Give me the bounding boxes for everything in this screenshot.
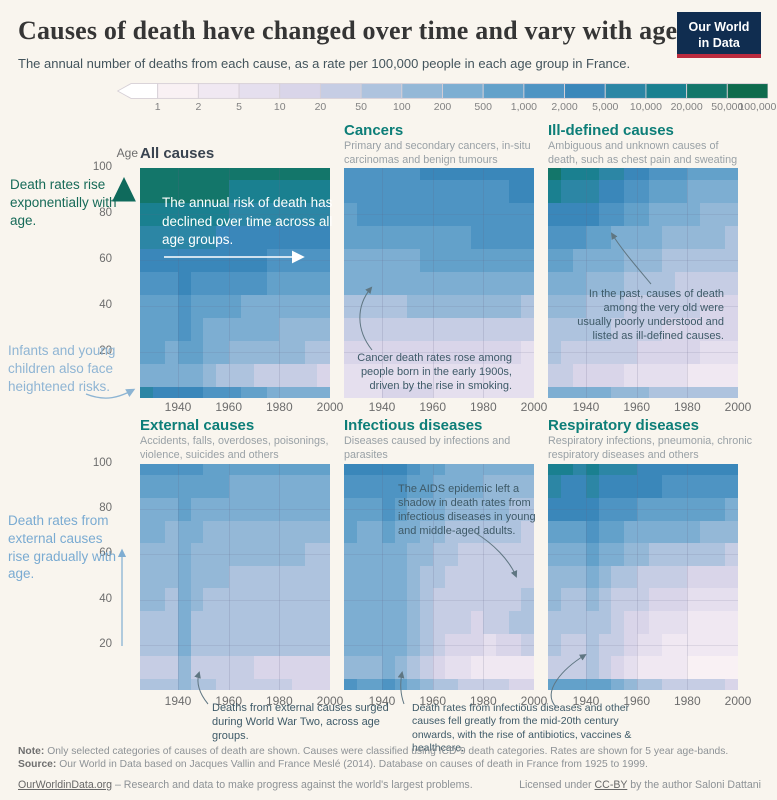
panel-subtitle-respiratory: Respiratory infections, pneumonia, chron… [548,435,753,461]
annotation-aids: The AIDS epidemic left a shadow in death… [398,483,536,537]
year-tick-label: 2000 [724,694,752,708]
legend-tick-label: 50,000 [711,101,744,113]
age-tick-label: 100 [92,457,112,469]
year-tick-label: 1940 [164,694,192,708]
note-label: Note: [18,746,45,757]
license-link[interactable]: CC-BY [594,779,628,791]
legend-tick-label: 5 [236,101,242,113]
panel-subtitle-infectious: Diseases caused by infections and parasi… [344,435,511,461]
year-tick-label: 1960 [623,694,651,708]
legend-tick-label: 1,000 [510,101,538,113]
heatmap-all-causes [140,168,330,398]
panel-title-cancers: Cancers [344,122,404,139]
year-tick-label: 2000 [724,400,752,414]
age-tick-label: 80 [99,207,112,219]
license-post: by the author Saloni Dattani [627,779,761,791]
annotation-infants: Infants and young children also face hei… [8,343,116,394]
legend-tick-label: 200 [433,101,452,113]
legend-tick-label: 20,000 [670,101,703,113]
age-tick-label: 60 [99,253,112,265]
year-tick-label: 1980 [469,694,497,708]
annotation-all-causes: The annual risk of death has declined ov… [162,195,333,248]
owid-logo[interactable]: Our World in Data [677,12,761,58]
annotation-ill-defined: In the past, causes of death among the v… [577,288,724,342]
site-link[interactable]: OurWorldinData.org [18,779,113,791]
age-tick-label: 40 [99,592,112,605]
footer-site: OurWorldinData.org – Research and data t… [18,779,473,791]
heatmap-infectious [344,464,534,690]
year-tick-label: 1940 [572,400,600,414]
year-tick-label: 1980 [469,400,497,414]
owid-logo-line2: in Data [698,36,740,51]
year-tick-label: 2000 [520,400,548,414]
year-tick-label: 1960 [215,400,243,414]
license-pre: Licensed under [519,779,595,791]
annotation-cancers: Cancer death rates rose among people bor… [357,352,512,392]
panel-subtitle-ill-defined: Ambiguous and unknown causes of death, s… [548,140,738,166]
panel-subtitle-external: Accidents, falls, overdoses, poisonings,… [140,435,329,461]
annotation-external-gradual: Death rates from external causes rise gr… [8,513,117,582]
year-tick-label: 1960 [623,400,651,414]
age-tick-label: 20 [99,345,112,357]
legend-tick-label: 500 [474,101,492,113]
year-tick-label: 1980 [673,694,701,708]
panel-title-infectious: Infectious diseases [344,417,483,434]
age-tick-label: 80 [99,502,112,515]
year-tick-label: 1960 [419,400,447,414]
legend-tick-label: 20 [314,101,327,113]
page-subtitle: The annual number of deaths from each ca… [18,56,631,71]
year-tick-label: 2000 [316,400,344,414]
legend-tick-label: 10 [273,101,286,113]
legend-tick-label: 10,000 [629,101,662,113]
heatmap-ill-defined [548,168,738,398]
year-tick-label: 1940 [368,400,396,414]
legend-tick-label: 1 [154,101,161,113]
panel-subtitle-cancers: Primary and secondary cancers, in-situ c… [344,140,531,166]
legend-tick-label: 100,000 [738,101,777,113]
site-tagline: – Research and data to make progress aga… [112,779,473,791]
color-scale-legend [116,83,769,99]
footer-source: Source: Our World in Data based on Jacqu… [18,759,763,770]
annotation-ww2: Deaths from external causes surged durin… [212,702,389,742]
source-text: Our World in Data based on Jacques Valli… [59,759,648,770]
note-text: Only selected categories of causes of de… [47,746,729,757]
age-tick-label: 40 [99,299,112,311]
year-tick-label: 2000 [520,694,548,708]
year-tick-label: 1940 [164,400,192,414]
legend-tick-label: 2 [195,101,202,113]
year-tick-label: 1940 [368,694,396,708]
age-axis-label: Age [116,146,138,160]
source-label: Source: [18,759,57,770]
age-tick-label: 100 [92,161,112,173]
year-tick-label: 2000 [316,694,344,708]
panel-title-all-causes: All causes [140,145,215,162]
panel-title-respiratory: Respiratory diseases [548,417,699,434]
owid-logo-line1: Our World [688,20,750,34]
year-tick-label: 1960 [419,694,447,708]
legend-tick-label: 50 [355,101,367,113]
legend-tick-label: 2,000 [551,101,578,113]
page-title: Causes of death have changed over time a… [18,16,678,45]
footer-note: Note: Only selected categories of causes… [18,746,763,757]
color-scale-labels: 1 2 5 10 20 50 100 200 500 1,000 2,000 5,000 10,000 2… [117,101,777,115]
panel-title-external: External causes [140,417,255,434]
year-tick-label: 1980 [265,694,293,708]
age-tick-label: 60 [99,547,112,560]
age-tick-label: 20 [99,637,112,650]
year-tick-label: 1960 [215,694,243,708]
year-tick-label: 1980 [265,400,293,414]
heatmap-external [140,464,330,690]
legend-tick-label: 100 [393,101,411,113]
annotation-exponential: Death rates rise exponentially with age. [10,177,117,228]
heatmap-cancers [344,168,534,398]
year-tick-label: 1980 [673,400,701,414]
legend-tick-label: 5,000 [592,101,619,113]
footer-license: Licensed under CC-BY by the author Salon… [519,779,761,791]
heatmap-respiratory [548,464,738,690]
panel-title-ill-defined: Ill-defined causes [548,122,674,139]
